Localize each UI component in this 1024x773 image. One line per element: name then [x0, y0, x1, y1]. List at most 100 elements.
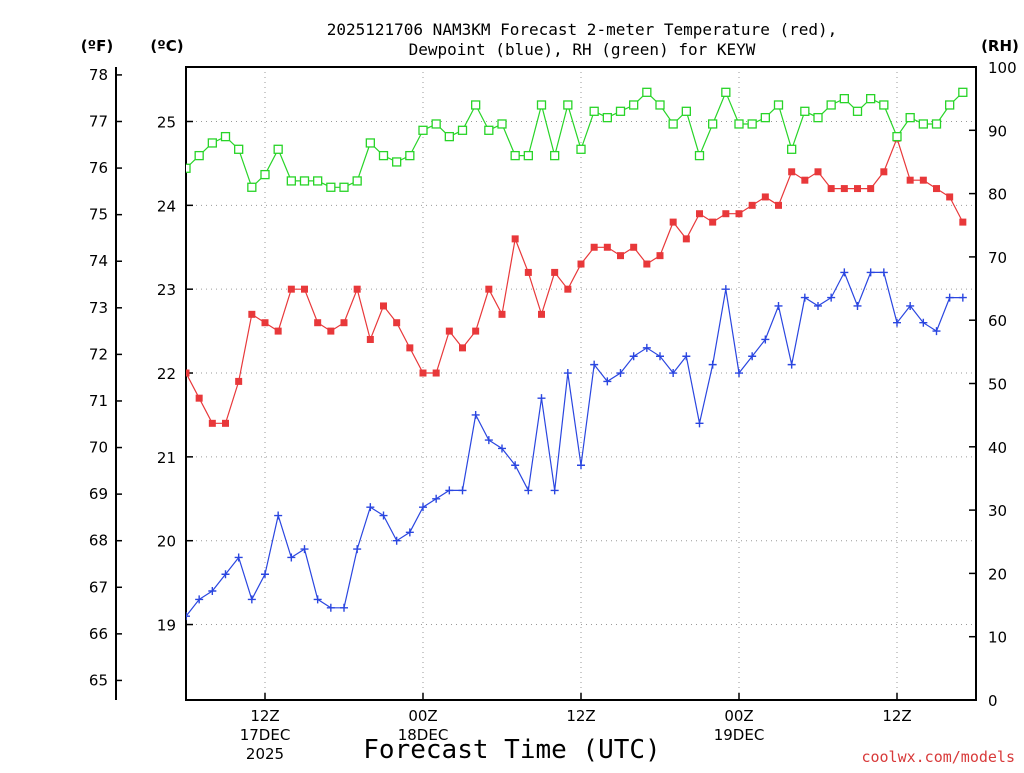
temperature-point: [340, 319, 348, 327]
dewpoint-point: [616, 369, 625, 378]
x-tick-date-label: 17DEC: [240, 726, 291, 744]
temperature-point: [498, 310, 506, 318]
temperature-point: [195, 394, 203, 402]
temperature-point: [485, 285, 493, 293]
fahrenheit-tick-label: 67: [89, 578, 108, 596]
chart-title-line-1: 2025121706 NAM3KM Forecast 2-meter Tempe…: [327, 20, 838, 39]
rh-point: [931, 119, 942, 129]
dewpoint-point: [458, 486, 467, 495]
rh-point: [773, 100, 784, 110]
dewpoint-point: [590, 360, 599, 369]
fahrenheit-tick-label: 78: [89, 66, 108, 84]
rh-point: [918, 119, 928, 129]
dewpoint-point: [445, 486, 454, 495]
rh-point: [602, 112, 612, 123]
rh-tick-label: 90: [988, 122, 1007, 140]
rh-point: [247, 182, 257, 192]
rh-tick-label: 80: [988, 186, 1007, 204]
temperature-point: [380, 302, 387, 310]
rh-tick-label: 100: [988, 59, 1017, 77]
rh-point: [365, 138, 375, 148]
temperature-point: [406, 344, 414, 352]
rh-point: [945, 100, 955, 110]
fahrenheit-tick-label: 68: [89, 532, 108, 550]
rh-point: [721, 87, 731, 97]
dewpoint-point: [432, 494, 441, 503]
dewpoint-point: [274, 511, 283, 520]
dewpoint-point: [906, 301, 915, 310]
rh-point: [286, 176, 296, 186]
temperature-point: [933, 185, 940, 193]
rh-point: [392, 157, 402, 167]
temperature-point: [551, 268, 559, 276]
rh-point: [207, 138, 217, 148]
rh-point: [536, 100, 547, 110]
temperature-point: [524, 268, 532, 276]
rh-point: [879, 100, 889, 110]
series-line: [186, 270, 963, 617]
dewpoint-point: [932, 327, 941, 336]
dewpoint-point: [748, 352, 757, 361]
rh-point: [800, 106, 810, 116]
dewpoint-point: [353, 545, 362, 554]
dewpoint-point: [642, 343, 651, 352]
fahrenheit-tick-label: 73: [89, 299, 108, 317]
rh-point: [339, 182, 349, 192]
temperature-point: [353, 285, 361, 293]
temperature-point: [735, 210, 743, 218]
rh-tick-label: 10: [988, 629, 1007, 647]
temperature-point: [748, 201, 756, 209]
dewpoint-point: [840, 268, 849, 277]
dewpoint-point: [814, 301, 822, 310]
rh-point: [220, 131, 231, 142]
dewpoint-point: [524, 486, 533, 495]
celsius-tick-label: 21: [157, 449, 176, 467]
rh-point: [589, 106, 599, 116]
rh-point: [405, 150, 415, 161]
dewpoint-point: [945, 293, 954, 302]
temperature-point: [656, 252, 664, 260]
rh-tick-label: 20: [988, 565, 1007, 583]
rh-point: [186, 163, 191, 173]
plot-frame: [185, 66, 977, 701]
temperature-point: [208, 419, 216, 427]
dewpoint-point: [221, 570, 230, 579]
dewpoint-point: [247, 595, 256, 604]
temperature-point: [538, 310, 545, 318]
dewpoint-point: [919, 318, 928, 327]
temperature-point: [906, 176, 914, 184]
rh-point: [273, 144, 283, 154]
temperature-point: [274, 327, 282, 335]
fahrenheit-tick-label: 71: [89, 392, 108, 410]
temperature-point: [827, 185, 835, 193]
temperature-point: [840, 185, 848, 193]
temperature-point: [235, 377, 243, 385]
dewpoint-point: [761, 335, 770, 344]
temperature-point: [630, 243, 638, 251]
dewpoint-point: [379, 511, 388, 520]
temperature-point: [577, 260, 585, 268]
fahrenheit-axis-unit: (ºF): [81, 37, 113, 55]
celsius-tick-label: 23: [157, 281, 176, 299]
temperature-point: [445, 327, 453, 335]
rh-point: [747, 119, 757, 129]
rh-point: [694, 150, 705, 161]
rh-point: [576, 144, 586, 154]
dewpoint-point: [629, 352, 638, 361]
rh-tick-label: 50: [988, 376, 1007, 394]
rh-point: [668, 119, 678, 129]
series-line: [186, 90, 964, 189]
dewpoint-point: [392, 536, 401, 545]
dewpoint-point: [800, 293, 809, 302]
rh-point: [892, 131, 902, 142]
fahrenheit-tick-label: 72: [89, 345, 108, 363]
series-0: [186, 134, 967, 427]
rh-point: [655, 100, 665, 110]
series-2: [186, 87, 968, 192]
rh-axis-unit: (RH): [981, 37, 1019, 55]
dewpoint-point: [958, 293, 967, 302]
chart-title-line-2: Dewpoint (blue), RH (green) for KEYW: [409, 40, 756, 59]
temperature-point: [432, 369, 440, 377]
rh-point: [471, 100, 481, 110]
